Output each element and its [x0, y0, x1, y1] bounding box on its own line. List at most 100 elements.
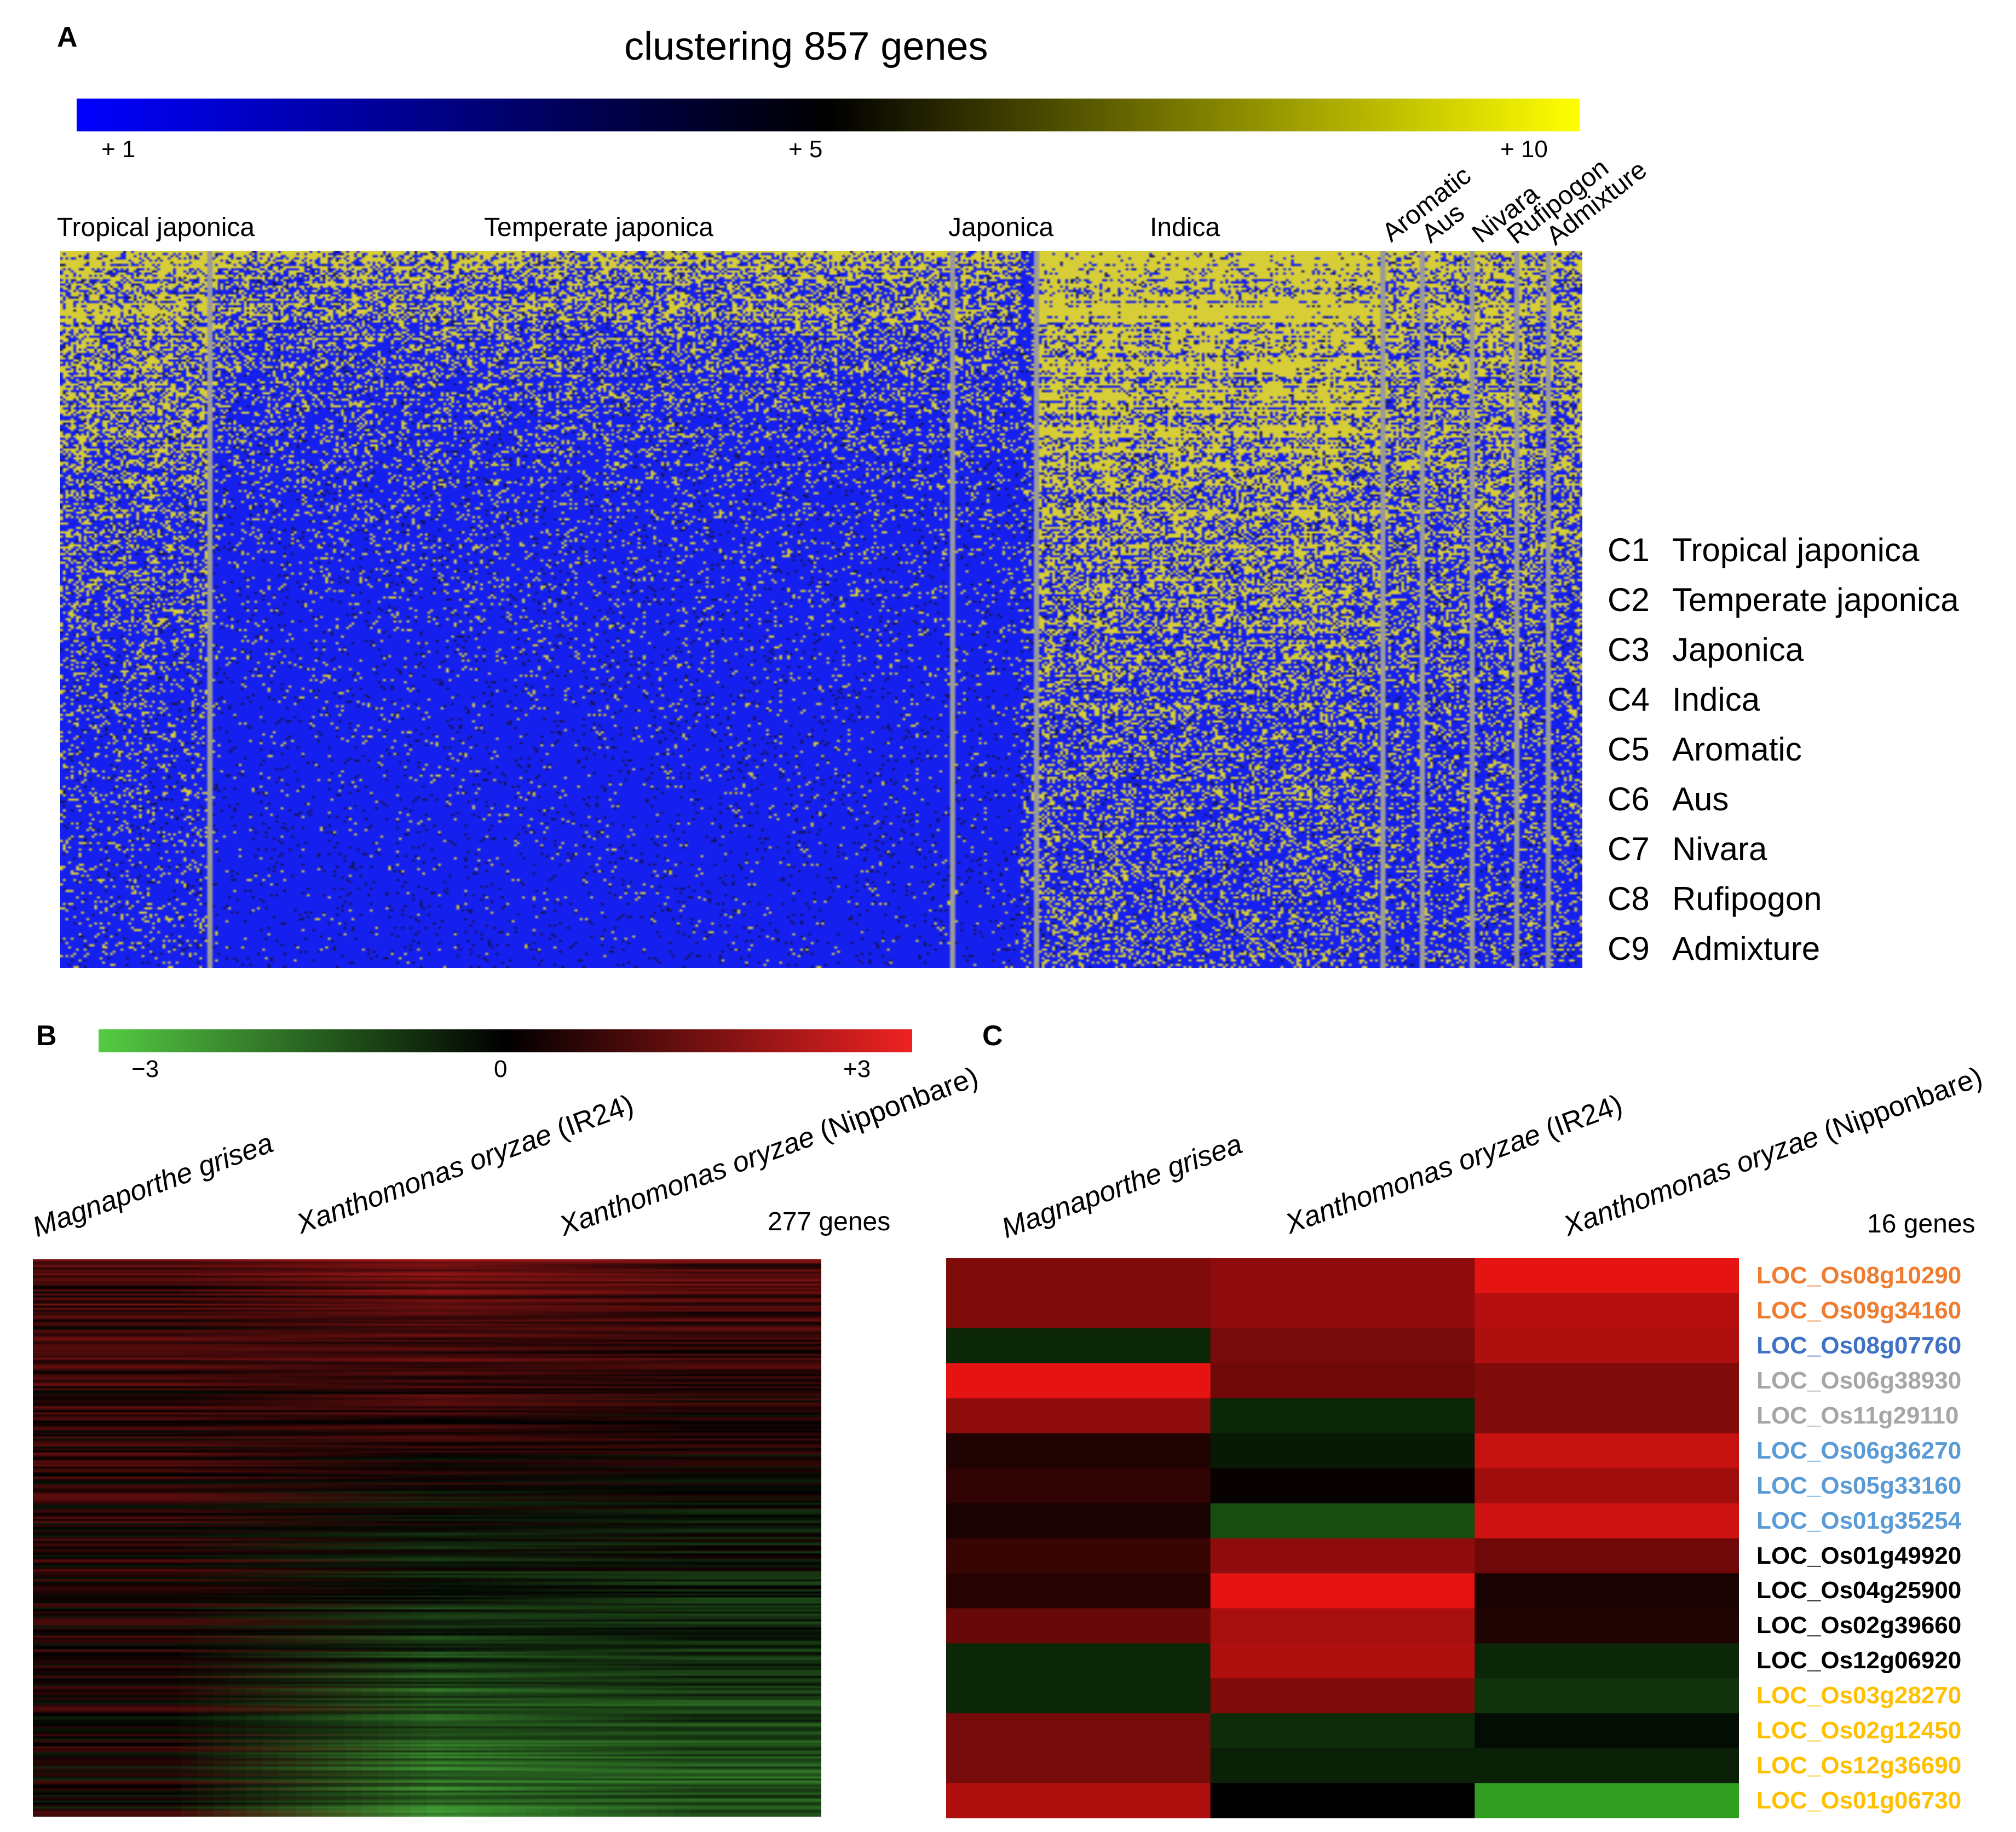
heatmap-cell — [1210, 1293, 1475, 1329]
gene-label: LOC_Os09g34160 — [1756, 1297, 1962, 1324]
cluster-legend-item: C5 Aromatic — [1608, 730, 1959, 780]
gene-label: LOC_Os12g06920 — [1756, 1647, 1962, 1674]
heatmap-cell — [1474, 1328, 1739, 1364]
panel-a-tick-max: + 10 — [1500, 136, 1548, 163]
group-label-tropical-japonica: Tropical japonica — [57, 213, 255, 242]
heatmap-cell — [946, 1713, 1211, 1749]
heatmap-cell — [946, 1503, 1211, 1539]
cluster-legend-item: C6 Aus — [1608, 780, 1959, 830]
heatmap-cell — [1474, 1468, 1739, 1504]
cluster-name: Tropical japonica — [1672, 532, 1920, 568]
cluster-name: Rufipogon — [1672, 880, 1822, 917]
heatmap-cell — [946, 1608, 1211, 1644]
condition-organism: Magnaporthe grisea — [28, 1127, 278, 1244]
group-label-indica: Indica — [1150, 213, 1220, 242]
cluster-name: Nivara — [1672, 831, 1767, 867]
cluster-legend-item: C2 Temperate japonica — [1608, 581, 1959, 631]
heatmap-cell — [1210, 1258, 1475, 1294]
panel-b-gene-count: 277 genes — [768, 1207, 891, 1236]
gene-label: LOC_Os01g06730 — [1756, 1787, 1962, 1814]
heatmap-cell — [1474, 1538, 1739, 1574]
heatmap-cell — [1474, 1363, 1739, 1399]
panel-a-tick-mid: + 5 — [788, 136, 823, 163]
heatmap-cell — [946, 1328, 1211, 1364]
heatmap-cell — [1210, 1503, 1475, 1539]
condition-organism: Magnaporthe grisea — [997, 1128, 1247, 1245]
cluster-code: C1 — [1608, 532, 1650, 568]
heatmap-cell — [946, 1433, 1211, 1469]
group-label-japonica: Japonica — [948, 213, 1054, 242]
heatmap-cell — [1210, 1678, 1475, 1714]
heatmap-cell — [946, 1748, 1211, 1784]
heatmap-cell — [946, 1783, 1211, 1818]
panel-b-tick-mid: 0 — [494, 1056, 508, 1082]
condition-organism: Xanthomonas oryzae — [292, 1118, 556, 1241]
heatmap-cell — [1474, 1503, 1739, 1539]
heatmap-cell — [1474, 1783, 1739, 1818]
cluster-legend-item: C3 Japonica — [1608, 631, 1959, 681]
gene-label: LOC_Os08g07760 — [1756, 1332, 1962, 1359]
gene-label: LOC_Os08g10290 — [1756, 1262, 1962, 1289]
heatmap-cell — [1210, 1363, 1475, 1399]
heatmap-cell — [1474, 1678, 1739, 1714]
gene-label: LOC_Os02g39660 — [1756, 1612, 1962, 1639]
cluster-code: C7 — [1608, 831, 1650, 867]
condition-organism: Xanthomonas oryzae — [1281, 1118, 1545, 1241]
heatmap-cell — [1210, 1328, 1475, 1364]
panel-b-condition-1: Magnaporthe grisea — [28, 1126, 277, 1244]
cluster-legend-item: C4 Indica — [1608, 681, 1959, 730]
cluster-legend-item: C1 Tropical japonica — [1608, 531, 1959, 581]
gene-label: LOC_Os04g25900 — [1756, 1577, 1962, 1604]
cluster-code: C8 — [1608, 880, 1650, 917]
cluster-name: Japonica — [1672, 631, 1804, 668]
condition-strain: (IR24) — [1534, 1088, 1627, 1148]
panel-c-condition-1: Magnaporthe grisea — [997, 1127, 1246, 1245]
heatmap-cell — [1474, 1433, 1739, 1469]
cluster-legend: C1 Tropical japonica C2 Temperate japonica… — [1608, 531, 1959, 980]
heatmap-cell — [1210, 1398, 1475, 1434]
panel-a-colorbar — [77, 99, 1580, 131]
heatmap-cell — [1474, 1748, 1739, 1784]
condition-strain: (Nipponbare) — [1812, 1061, 1987, 1150]
condition-strain: (Nipponbare) — [808, 1061, 983, 1150]
gene-label: LOC_Os06g38930 — [1756, 1367, 1962, 1394]
cluster-code: C5 — [1608, 731, 1650, 768]
heatmap-cell — [1210, 1643, 1475, 1679]
panel-b-letter: B — [36, 1020, 57, 1052]
gene-label: LOC_Os06g36270 — [1756, 1437, 1962, 1464]
heatmap-cell — [1210, 1468, 1475, 1504]
cluster-name: Aus — [1672, 781, 1729, 817]
gene-label: LOC_Os01g35254 — [1756, 1507, 1962, 1534]
cluster-name: Aromatic — [1672, 731, 1802, 768]
heatmap-cell — [946, 1398, 1211, 1434]
gene-label: LOC_Os11g29110 — [1756, 1402, 1959, 1429]
heatmap-cell — [1474, 1398, 1739, 1434]
heatmap-cell — [946, 1573, 1211, 1609]
heatmap-cell — [1474, 1643, 1739, 1679]
cluster-code: C9 — [1608, 930, 1650, 967]
heatmap-cell — [946, 1258, 1211, 1294]
gene-label: LOC_Os05g33160 — [1756, 1472, 1962, 1499]
panel-a-heatmap — [60, 251, 1582, 968]
heatmap-cell — [946, 1538, 1211, 1574]
cluster-name: Indica — [1672, 681, 1760, 718]
cluster-code: C3 — [1608, 631, 1650, 668]
condition-strain: (IR24) — [545, 1088, 638, 1148]
cluster-legend-item: C9 Admixture — [1608, 930, 1959, 980]
panel-a-title: clustering 857 genes — [624, 25, 988, 68]
heatmap-cell — [1474, 1713, 1739, 1749]
panel-a-tick-min: + 1 — [101, 136, 136, 163]
heatmap-cell — [1210, 1713, 1475, 1749]
heatmap-cell — [946, 1468, 1211, 1504]
gene-label: LOC_Os03g28270 — [1756, 1682, 1962, 1709]
heatmap-cell — [1210, 1748, 1475, 1784]
panel-c-letter: C — [982, 1020, 1003, 1052]
panel-c-heatmap — [946, 1258, 1739, 1818]
panel-b-tick-min: −3 — [131, 1056, 159, 1082]
heatmap-cell — [1210, 1538, 1475, 1574]
gene-label: LOC_Os02g12450 — [1756, 1717, 1962, 1744]
cluster-code: C6 — [1608, 781, 1650, 817]
panel-b-colorbar — [99, 1029, 912, 1052]
heatmap-cell — [946, 1643, 1211, 1679]
gene-label: LOC_Os12g36690 — [1756, 1752, 1962, 1779]
